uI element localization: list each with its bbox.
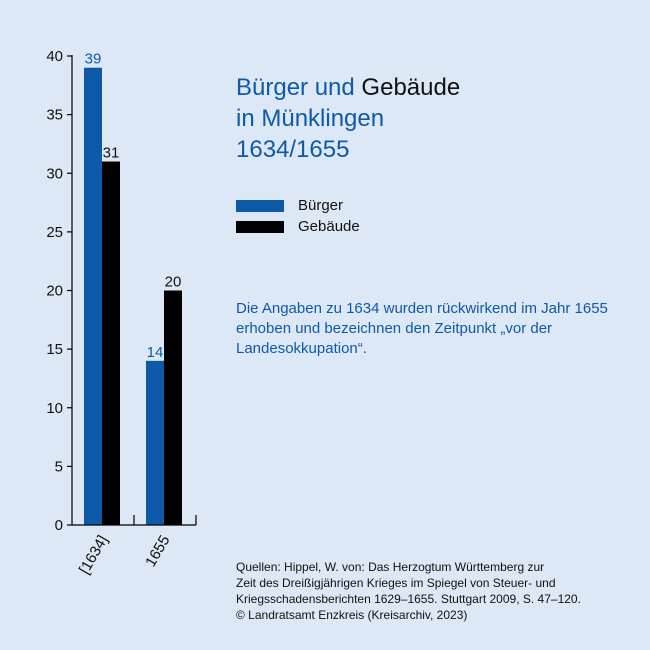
source-line: Zeit des Dreißigjährigen Krieges im Spie… bbox=[236, 576, 556, 590]
y-tick-label: 30 bbox=[46, 165, 63, 182]
legend-item-buerger: Bürger bbox=[236, 195, 360, 216]
note-text: Die Angaben zu 1634 wurden rückwirkend i… bbox=[236, 300, 608, 357]
bar-value-label: 14 bbox=[147, 344, 164, 361]
y-axis: 0 5 10 15 20 25 30 35 40 bbox=[46, 48, 73, 534]
bar-value-label: 20 bbox=[165, 274, 182, 291]
bar-value-label: 39 bbox=[85, 51, 102, 68]
bar-value-label: 31 bbox=[103, 145, 120, 162]
source-line: Quellen: Hippel, W. von: Das Herzogtum W… bbox=[236, 560, 545, 574]
x-tick-label: 1655 bbox=[142, 533, 173, 570]
legend-item-gebaeude: Gebäude bbox=[236, 216, 360, 237]
legend-label-gebaeude: Gebäude bbox=[298, 218, 360, 235]
legend-label-buerger: Bürger bbox=[298, 197, 344, 214]
legend-swatch-buerger bbox=[236, 199, 284, 212]
bar bbox=[164, 290, 182, 525]
sources: Quellen: Hippel, W. von: Das Herzogtum W… bbox=[236, 559, 636, 623]
source-line: Kriegsschadensberichten 1629–1655. Stutt… bbox=[236, 592, 581, 606]
bars: 39 31 14 20 bbox=[84, 51, 182, 525]
source-line: © Landratsamt Enzkreis (Kreisarchiv, 202… bbox=[236, 608, 468, 622]
x-tick-label: [1634] bbox=[76, 533, 112, 578]
y-tick-label: 40 bbox=[46, 48, 63, 65]
y-tick-label: 10 bbox=[46, 400, 63, 417]
chart-title: Bürger und Gebäude in Münklingen 1634/16… bbox=[236, 72, 460, 165]
title-line-3: 1634/1655 bbox=[236, 136, 350, 163]
y-tick-label: 25 bbox=[46, 224, 63, 241]
bar bbox=[84, 67, 102, 525]
legend: Bürger Gebäude bbox=[236, 195, 360, 237]
title-part-buerger: Bürger und bbox=[236, 74, 362, 101]
title-line-2: in Münklingen bbox=[236, 105, 385, 132]
legend-swatch-gebaeude bbox=[236, 220, 284, 233]
y-tick-label: 15 bbox=[46, 341, 63, 358]
y-tick-label: 0 bbox=[55, 517, 63, 534]
bar bbox=[102, 161, 120, 525]
title-part-gebaeude: Gebäude bbox=[361, 74, 461, 101]
bar bbox=[146, 360, 164, 525]
y-tick-label: 35 bbox=[46, 107, 63, 124]
y-tick-label: 20 bbox=[46, 283, 63, 300]
y-tick-label: 5 bbox=[55, 458, 63, 475]
